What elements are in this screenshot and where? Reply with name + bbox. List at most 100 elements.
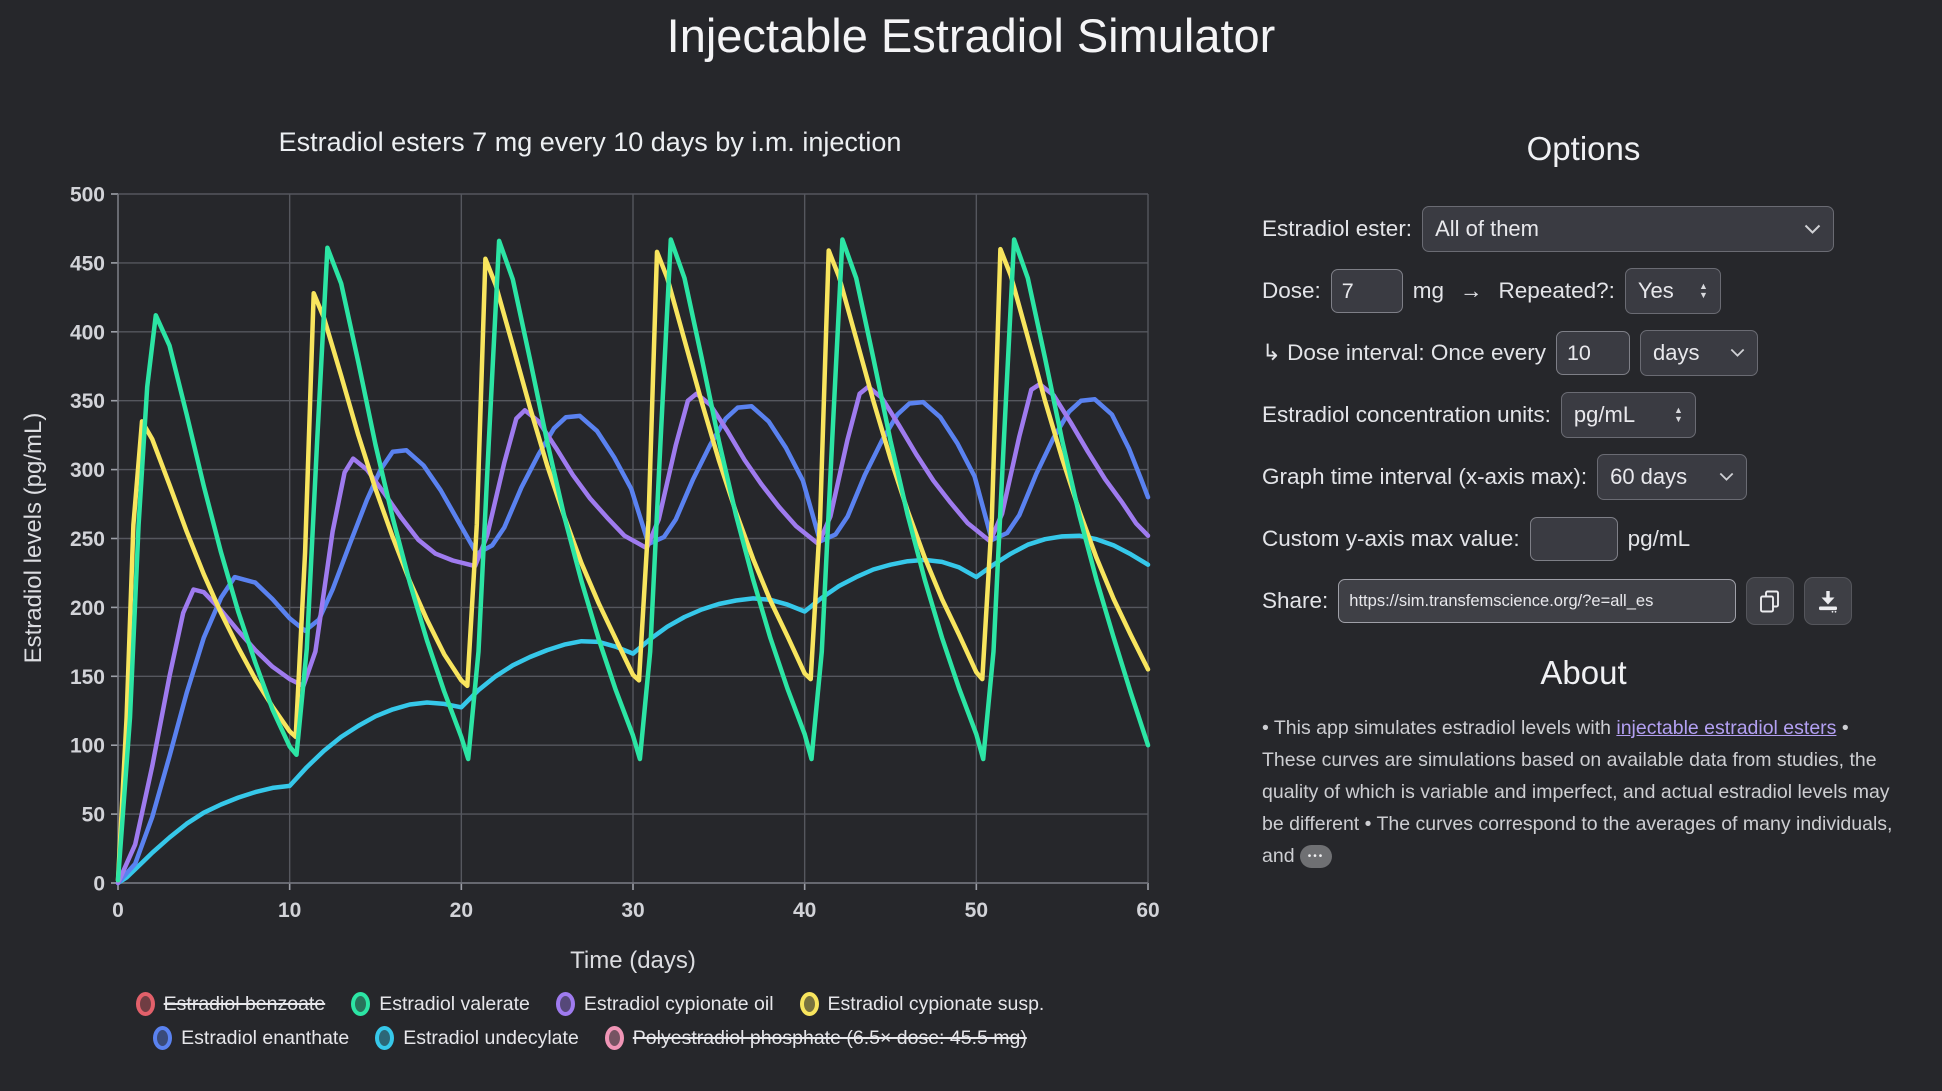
dose-label: Dose: [1262, 278, 1321, 303]
legend-item[interactable]: Estradiol valerate [351, 992, 530, 1016]
ymax-input[interactable] [1529, 517, 1618, 561]
about-text: • This app simulates estradiol levels wi… [1262, 712, 1905, 872]
y-tick-label: 500 [70, 184, 105, 207]
chart-title: Estradiol esters 7 mg every 10 days by i… [278, 127, 902, 157]
legend-item[interactable]: Estradiol cypionate oil [555, 992, 774, 1016]
spinner-updown-icon: ▲ ▼ [1674, 404, 1683, 425]
spinner-up-icon: ▲ [1674, 404, 1683, 415]
x-tick-label: 40 [793, 899, 816, 922]
x-tick-label: 10 [278, 899, 301, 922]
share-url-input[interactable] [1338, 579, 1737, 623]
y-tick-label: 100 [70, 735, 105, 758]
page-title: Injectable Estradiol Simulator [666, 9, 1276, 62]
graph-interval-label: Graph time interval (x-axis max): [1262, 464, 1588, 489]
legend-marker-icon [135, 992, 155, 1016]
units-label: Estradiol concentration units: [1262, 402, 1551, 427]
legend-marker-icon [604, 1026, 624, 1050]
units-row: Estradiol concentration units: pg/mL ▲ ▼ [1262, 392, 1905, 438]
legend-label: Polyestradiol phosphate (6.5× dose: 45.5… [632, 1026, 1027, 1049]
legend-label: Estradiol valerate [379, 992, 530, 1015]
about-paragraph-2: • These curves are simulations based on … [1262, 717, 1893, 867]
series-line [115, 237, 1151, 883]
legend-marker-icon [799, 992, 819, 1016]
x-tick-label: 30 [621, 899, 644, 922]
y-tick-label: 150 [70, 666, 105, 689]
ymax-label: Custom y-axis max value: [1262, 526, 1520, 551]
arrow-right-icon: → [1460, 278, 1483, 303]
graph-interval-row: Graph time interval (x-axis max): 60 day… [1262, 454, 1905, 500]
copy-link-button[interactable] [1746, 577, 1795, 625]
interval-unit-select[interactable]: days [1639, 330, 1758, 376]
dose-row: Dose: mg → Repeated?: Yes ▲ ▼ [1262, 268, 1905, 314]
y-axis-title: Estradiol levels (pg/mL) [20, 412, 47, 664]
legend-label: Estradiol cypionate susp. [827, 992, 1045, 1015]
dose-unit-label: mg [1412, 278, 1445, 303]
y-tick-label: 50 [82, 804, 105, 827]
download-image-button[interactable] [1804, 577, 1853, 625]
y-tick-label: 450 [70, 252, 105, 275]
chevron-down-icon [1719, 472, 1734, 481]
chevron-down-icon [1804, 224, 1821, 234]
chart-canvas[interactable]: 0 10 20 30 40 50 60 0 50 100 150 200 250 300 350 400 450… [0, 0, 1180, 985]
repeated-label: Repeated?: [1498, 278, 1615, 303]
chart-panel: Estradiol esters 7 mg every 10 days by i… [0, 0, 1180, 1060]
x-tick-label: 20 [450, 899, 473, 922]
about-link[interactable]: injectable estradiol esters [1616, 717, 1837, 739]
y-tick-label: 400 [70, 321, 105, 344]
ymax-unit-label: pg/mL [1627, 526, 1691, 551]
spinner-down-icon: ▼ [1674, 414, 1683, 424]
ymax-row: Custom y-axis max value: pg/mL [1262, 516, 1905, 562]
legend-label: Estradiol undecylate [403, 1026, 579, 1049]
legend-marker-icon [555, 992, 575, 1016]
spinner-up-icon: ▲ [1698, 280, 1708, 291]
interval-row: ↳ Dose interval: Once every days [1262, 330, 1905, 376]
legend-item[interactable]: Estradiol cypionate susp. [799, 992, 1045, 1016]
x-tick-label: 50 [965, 899, 988, 922]
x-tick-label: 60 [1136, 899, 1159, 922]
spinner-updown-icon: ▲ ▼ [1698, 280, 1708, 301]
repeated-select[interactable]: Yes ▲ ▼ [1624, 268, 1721, 314]
about-paragraph-1: • This app simulates estradiol levels wi… [1262, 717, 1617, 739]
legend-row: Estradiol benzoate Estradiol valerate Estr… [0, 992, 1180, 1016]
chart-legend: Estradiol benzoate Estradiol valerate Estr… [0, 992, 1180, 1060]
legend-marker-icon [375, 1026, 395, 1050]
graph-interval-select[interactable]: 60 days [1597, 454, 1748, 500]
y-tick-label: 250 [70, 528, 105, 551]
x-tick-label: 0 [112, 899, 124, 922]
interval-input[interactable] [1555, 331, 1630, 375]
x-axis-title: Time (days) [570, 947, 696, 974]
share-label: Share: [1262, 588, 1329, 613]
y-tick-label: 200 [70, 597, 105, 620]
legend-item[interactable]: Estradiol enanthate [153, 1026, 349, 1050]
y-tick-label: 350 [70, 390, 105, 413]
options-panel: Options Estradiol ester: All of them Dos… [1262, 130, 1905, 872]
units-select-value: pg/mL [1573, 402, 1636, 427]
legend-marker-icon [153, 1026, 173, 1050]
series-line [115, 381, 1151, 886]
series-line [115, 246, 1151, 883]
legend-item[interactable]: Polyestradiol phosphate (6.5× dose: 45.5… [604, 1026, 1027, 1050]
y-tick-label: 0 [93, 873, 105, 896]
show-more-button[interactable]: ••• [1299, 845, 1332, 869]
legend-item[interactable]: Estradiol benzoate [135, 992, 326, 1016]
ester-select[interactable]: All of them [1422, 206, 1835, 252]
legend-label: Estradiol benzoate [163, 992, 326, 1015]
y-tick-label: 300 [70, 459, 105, 482]
graph-interval-value: 60 days [1610, 464, 1688, 489]
copy-icon [1760, 590, 1780, 613]
spinner-down-icon: ▼ [1698, 290, 1708, 300]
units-select[interactable]: pg/mL ▲ ▼ [1560, 392, 1696, 438]
download-icon [1819, 591, 1838, 613]
legend-marker-icon [351, 992, 371, 1016]
about-heading: About [1540, 654, 1627, 691]
options-heading: Options [1526, 130, 1641, 167]
chevron-down-icon [1730, 348, 1745, 357]
legend-row: Estradiol enanthate Estradiol undecylate P… [0, 1026, 1180, 1050]
legend-label: Estradiol enanthate [181, 1026, 350, 1049]
dose-input[interactable] [1330, 269, 1403, 313]
ester-label: Estradiol ester: [1262, 216, 1413, 241]
legend-item[interactable]: Estradiol undecylate [375, 1026, 579, 1050]
ester-row: Estradiol ester: All of them [1262, 206, 1905, 252]
legend-label: Estradiol cypionate oil [583, 992, 774, 1015]
